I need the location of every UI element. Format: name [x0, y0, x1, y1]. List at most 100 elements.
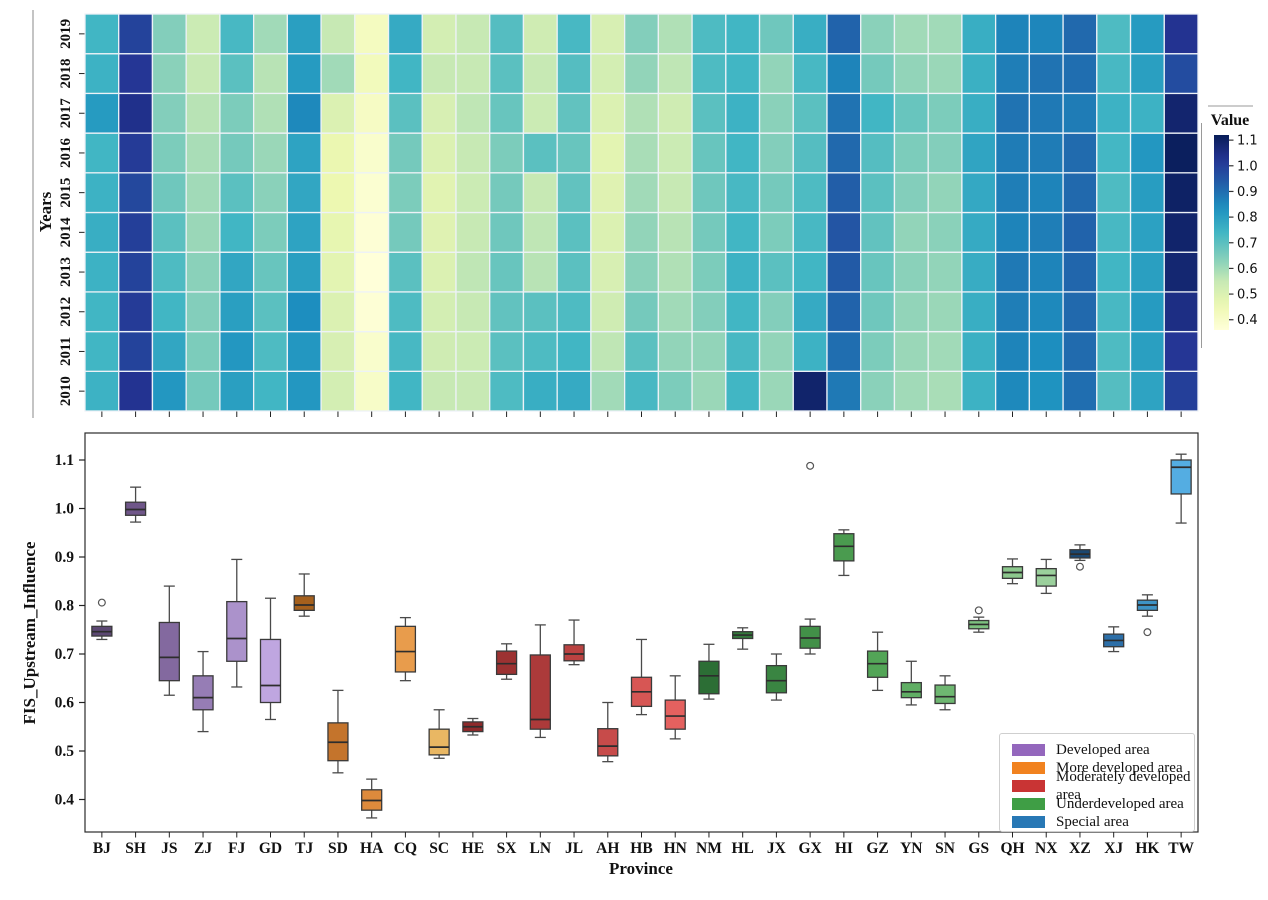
heatmap-cell [84, 172, 120, 214]
province-tick-label: NM [696, 840, 722, 857]
heatmap-cell [725, 291, 761, 333]
box-YN [900, 660, 922, 706]
heatmap-cell [961, 251, 997, 293]
heatmap-cell [286, 211, 322, 253]
heatmap-cell [994, 291, 1031, 333]
heatmap-cell [354, 13, 390, 55]
heatmap-cell [590, 132, 626, 174]
heatmap-cell [657, 172, 693, 214]
heatmap-cell [758, 92, 794, 134]
heatmap-cell [556, 251, 592, 293]
heatmap-cell [623, 370, 660, 412]
heatmap-cell [354, 370, 390, 412]
heatmap-cell [1028, 370, 1064, 412]
heatmap-cell [1129, 291, 1165, 333]
heatmap-cell [118, 291, 154, 333]
box-GD [259, 597, 282, 721]
heatmap-cell [455, 251, 491, 293]
heatmap-cell [1129, 53, 1165, 95]
heatmap-cell [1028, 251, 1064, 293]
heatmap-cell [961, 132, 997, 174]
heatmap-cell [1062, 132, 1098, 174]
heatmap-cell [556, 13, 592, 55]
heatmap-cell [286, 92, 322, 134]
heatmap-cell [961, 291, 997, 333]
heatmap-cell [219, 370, 255, 412]
heatmap-cell [590, 53, 626, 95]
heatmap-cell [792, 251, 828, 293]
heatmap-cell [252, 92, 289, 134]
heatmap-cell [1028, 53, 1064, 95]
colorbar-tick-label: 0.9 [1237, 185, 1258, 200]
heatmap-cell [320, 172, 356, 214]
heatmap-cell [1163, 330, 1199, 372]
heatmap-cell [961, 172, 997, 214]
province-tick-label: SX [497, 840, 518, 857]
heatmap-cell [1062, 53, 1098, 95]
heatmap-cell [725, 211, 761, 253]
heatmap-cell [1163, 132, 1199, 174]
heatmap-cell [151, 13, 187, 55]
heatmap-cell [826, 370, 862, 412]
heatmap-cell [185, 251, 221, 293]
heatmap-cell [320, 291, 356, 333]
heatmap-cell [252, 291, 289, 333]
heatmap-cell [927, 172, 963, 214]
colorbar-tick-label: 1.1 [1237, 134, 1258, 149]
heatmap-cell [522, 211, 558, 253]
heatmap-cell [1028, 172, 1064, 214]
heatmap-cell [758, 211, 794, 253]
heatmap-cell [826, 251, 862, 293]
heatmap-cell [522, 251, 558, 293]
heatmap-cell [556, 172, 592, 214]
heatmap-cell [354, 291, 390, 333]
province-tick-label: AH [596, 840, 619, 857]
heatmap-cell [387, 251, 423, 293]
heatmap-cell [522, 92, 558, 134]
heatmap-cell [860, 291, 896, 333]
colorbar-tick-label: 0.5 [1237, 288, 1258, 303]
box-body [934, 684, 956, 705]
heatmap-cell [151, 172, 187, 214]
heatmap-cell [1028, 92, 1064, 134]
heatmap-cell [691, 251, 727, 293]
heatmap-cell [893, 330, 929, 372]
heatmap-cell [84, 370, 120, 412]
heatmap-cell [657, 211, 693, 253]
heatmap-cell [421, 13, 457, 55]
province-tick-label: XJ [1104, 840, 1123, 857]
province-tick-label: JX [767, 840, 787, 857]
heatmap-cell [556, 53, 592, 95]
boxplot-y-tick-label: 0.8 [55, 598, 75, 615]
boxplot-y-tick-label: 1.0 [55, 501, 75, 518]
heatmap-cell [1028, 13, 1064, 55]
heatmap-cell [185, 291, 221, 333]
heatmap-cell [118, 330, 154, 372]
heatmap-cell [860, 92, 896, 134]
heatmap-cell [691, 330, 727, 372]
heatmap-cell [151, 370, 187, 412]
year-tick-label: 2018 [58, 59, 74, 89]
heatmap-cell [1096, 251, 1132, 293]
province-tick-label: SH [125, 840, 146, 857]
heatmap-cell [84, 251, 120, 293]
heatmap-cell [1096, 13, 1132, 55]
heatmap-cell [387, 330, 423, 372]
heatmap-cell [354, 132, 390, 174]
heatmap-cell [354, 53, 390, 95]
heatmap-cell [691, 92, 727, 134]
province-tick-label: ZJ [194, 840, 212, 857]
heatmap-cell [860, 132, 896, 174]
heatmap-cell [792, 53, 828, 95]
heatmap-cell [826, 172, 862, 214]
heatmap-cell [320, 211, 356, 253]
heatmap-cell [455, 92, 491, 134]
boxplot-y-tick-label: 1.1 [55, 452, 74, 469]
colorbar: 1.1 1.0 0.9 0.8 0.7 0.6 0.5 0.4 [1201, 105, 1258, 348]
heatmap-cell [320, 13, 356, 55]
outlier-point [97, 598, 106, 607]
heatmap-cell [590, 172, 626, 214]
colorbar-tick-label: 1.0 [1237, 159, 1258, 174]
heatmap-cell [455, 172, 491, 214]
province-tick-label: HK [1135, 840, 1159, 857]
